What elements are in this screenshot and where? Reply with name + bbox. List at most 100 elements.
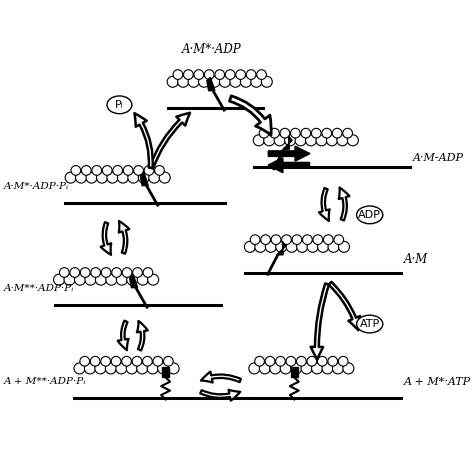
Circle shape	[116, 274, 128, 285]
Circle shape	[328, 356, 337, 366]
Ellipse shape	[356, 206, 383, 224]
Circle shape	[158, 363, 169, 374]
Circle shape	[84, 363, 95, 374]
FancyArrowPatch shape	[100, 222, 111, 255]
Circle shape	[102, 166, 112, 175]
Circle shape	[80, 356, 90, 366]
Circle shape	[347, 135, 358, 146]
Circle shape	[74, 363, 85, 374]
Circle shape	[167, 76, 178, 87]
Polygon shape	[140, 172, 148, 186]
Circle shape	[334, 235, 344, 245]
Circle shape	[138, 172, 149, 183]
Circle shape	[291, 128, 300, 138]
Circle shape	[230, 76, 241, 87]
Circle shape	[275, 356, 285, 366]
Circle shape	[86, 172, 97, 183]
Circle shape	[292, 235, 302, 245]
Circle shape	[101, 356, 110, 366]
Circle shape	[82, 166, 91, 175]
FancyArrowPatch shape	[339, 188, 349, 220]
Circle shape	[101, 267, 111, 277]
Circle shape	[122, 356, 131, 366]
FancyArrowPatch shape	[200, 390, 240, 400]
Circle shape	[225, 70, 235, 79]
Text: A·M**·ADP·Pᵢ: A·M**·ADP·Pᵢ	[4, 284, 74, 293]
Circle shape	[316, 135, 327, 146]
Circle shape	[338, 241, 349, 252]
Circle shape	[65, 172, 76, 183]
Circle shape	[311, 363, 323, 374]
Text: A·M: A·M	[404, 253, 428, 266]
Polygon shape	[283, 136, 292, 149]
FancyArrowPatch shape	[119, 221, 129, 254]
Circle shape	[95, 363, 106, 374]
Circle shape	[306, 135, 317, 146]
Circle shape	[246, 70, 256, 79]
Circle shape	[92, 166, 101, 175]
Circle shape	[209, 76, 220, 87]
Circle shape	[54, 274, 64, 285]
Circle shape	[323, 235, 333, 245]
Circle shape	[133, 267, 142, 277]
Circle shape	[307, 356, 317, 366]
FancyArrowPatch shape	[269, 158, 309, 172]
Circle shape	[328, 241, 339, 252]
Circle shape	[113, 166, 122, 175]
Circle shape	[337, 135, 348, 146]
Circle shape	[143, 356, 152, 366]
Circle shape	[259, 128, 269, 138]
Circle shape	[147, 363, 158, 374]
Text: A + M*·ATP: A + M*·ATP	[404, 377, 472, 387]
FancyArrowPatch shape	[319, 188, 330, 221]
Polygon shape	[277, 241, 286, 255]
Circle shape	[155, 166, 164, 175]
Circle shape	[71, 166, 81, 175]
Polygon shape	[207, 77, 215, 91]
Circle shape	[251, 76, 262, 87]
Circle shape	[297, 356, 306, 366]
Circle shape	[265, 356, 275, 366]
Circle shape	[270, 128, 279, 138]
Circle shape	[332, 128, 342, 138]
Circle shape	[128, 172, 139, 183]
Circle shape	[276, 241, 287, 252]
Circle shape	[149, 172, 160, 183]
Circle shape	[97, 172, 108, 183]
FancyArrowPatch shape	[201, 371, 241, 382]
Circle shape	[255, 356, 264, 366]
Circle shape	[126, 363, 137, 374]
Circle shape	[215, 70, 225, 79]
Circle shape	[259, 363, 270, 374]
FancyArrowPatch shape	[229, 96, 271, 135]
Circle shape	[164, 356, 173, 366]
Circle shape	[81, 267, 90, 277]
Circle shape	[204, 70, 214, 79]
Circle shape	[280, 363, 291, 374]
Text: A·M-ADP: A·M-ADP	[413, 153, 464, 163]
Bar	[291, 367, 298, 377]
Circle shape	[284, 135, 296, 146]
FancyArrowPatch shape	[135, 113, 153, 168]
Circle shape	[253, 135, 264, 146]
Circle shape	[245, 241, 255, 252]
Circle shape	[173, 70, 183, 79]
Circle shape	[107, 172, 118, 183]
Circle shape	[85, 274, 96, 285]
Circle shape	[282, 235, 292, 245]
Circle shape	[74, 274, 85, 285]
Circle shape	[257, 70, 266, 79]
Circle shape	[105, 363, 116, 374]
Circle shape	[270, 363, 281, 374]
Circle shape	[64, 274, 75, 285]
FancyArrowPatch shape	[328, 282, 360, 330]
Circle shape	[153, 356, 163, 366]
Circle shape	[318, 356, 327, 366]
Circle shape	[301, 128, 310, 138]
Circle shape	[132, 356, 142, 366]
Circle shape	[168, 363, 179, 374]
Circle shape	[236, 70, 246, 79]
Circle shape	[134, 166, 144, 175]
Circle shape	[343, 363, 354, 374]
Text: ATP: ATP	[360, 319, 380, 329]
